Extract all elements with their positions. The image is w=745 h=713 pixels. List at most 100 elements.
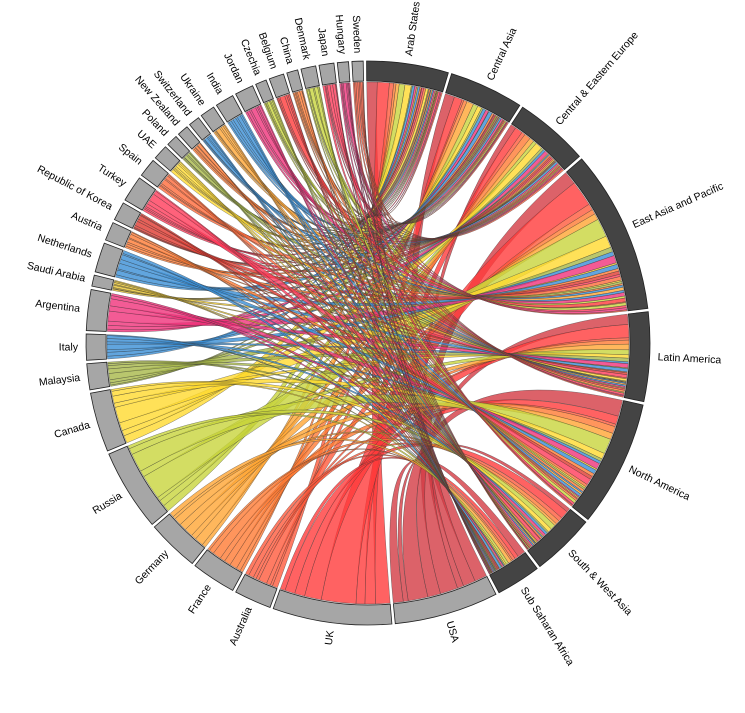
ribbon-jordan-to-south-west-asia: [257, 104, 533, 547]
label-central-asia: Central Asia: [485, 26, 520, 83]
arc-uae: [154, 146, 181, 172]
ribbon-italy-to-sub-saharan-africa: [106, 334, 505, 567]
label-denmark: Denmark: [292, 17, 313, 62]
ribbon-spain-to-sub-saharan-africa: [168, 173, 498, 571]
label-central-eastern-europe: Central & Eastern Europe: [553, 29, 641, 127]
ribbon-switzerland-to-east-asia-and-pacific: [204, 137, 624, 300]
arc-ukraine: [200, 106, 226, 133]
arc-denmark: [300, 65, 320, 90]
ribbon-czechia-to-sub-saharan-africa: [272, 99, 493, 574]
ribbon-czechia-to-south-west-asia: [271, 99, 532, 548]
ribbon-switzerland-to-north-america: [207, 135, 583, 494]
arc-switzerland: [189, 117, 212, 141]
arc-czechia: [255, 79, 274, 104]
ribbon-sweden-to-south-west-asia: [361, 81, 529, 551]
ribbon-uk-to-sub-saharan-africa: [279, 457, 519, 591]
arc-germany: [153, 513, 206, 565]
arc-south-west-asia: [527, 508, 587, 568]
ribbon-russia-to-sub-saharan-africa: [127, 412, 509, 565]
label-canada: Canada: [53, 419, 92, 441]
ribbon-ukraine-to-north-america: [220, 125, 583, 495]
arc-austria: [104, 222, 132, 248]
ribbon-sweden-to-arab-states: [352, 82, 443, 216]
arc-north-america: [571, 400, 644, 521]
label-spain: Spain: [116, 141, 145, 167]
arc-belgium: [268, 73, 291, 99]
arc-turkey: [124, 177, 157, 211]
arc-malaysia: [86, 361, 111, 391]
ribbon-sweden-to-central-eastern-europe: [355, 81, 565, 240]
label-north-america: North America: [627, 463, 692, 503]
ribbon-malaysia-to-sub-saharan-africa: [107, 360, 506, 567]
label-china: China: [277, 36, 296, 66]
ribbon-republic-of-korea-to-north-america: [137, 215, 593, 480]
ribbon-australia-to-sub-saharan-africa: [245, 454, 516, 576]
label-sub-saharan-africa: Sub Saharan Africa: [518, 585, 577, 668]
ribbon-poland-to-south-west-asia: [188, 152, 537, 544]
ribbon-sweden-to-north-america: [360, 81, 573, 507]
ribbon-new-zealand-to-south-west-asia: [199, 142, 536, 544]
ribbon-canada-to-sub-saharan-africa: [110, 381, 507, 566]
ribbon-belgium-to-north-america: [286, 94, 579, 500]
label-turkey: Turkey: [95, 162, 129, 190]
arc-arab-states: [366, 60, 449, 93]
ribbon-turkey-to-sub-saharan-africa: [155, 189, 499, 571]
arc-australia: [235, 573, 278, 608]
label-south-west-asia: South & West Asia: [565, 547, 634, 618]
arc-latin-america: [623, 311, 651, 403]
label-austria: Austria: [69, 210, 104, 234]
ribbon-poland-to-sub-saharan-africa: [189, 151, 497, 572]
arcs: [85, 60, 651, 626]
arc-italy: [85, 333, 107, 361]
ribbon-japan-to-sub-saharan-africa: [335, 83, 491, 574]
arc-sub-saharan-africa: [489, 552, 538, 594]
arc-russia: [108, 445, 168, 525]
ribbon-argentina-to-sub-saharan-africa: [111, 293, 504, 568]
label-arab-states: Arab States: [403, 1, 423, 57]
arc-france: [194, 549, 243, 591]
ribbon-ukraine-to-sub-saharan-africa: [223, 124, 495, 572]
arc-canada: [90, 389, 127, 452]
ribbon-hungary-to-north-america: [347, 82, 574, 506]
ribbon-saudi-arabia-to-sub-saharan-africa: [114, 279, 503, 568]
ribbon-uae-to-latin-america: [175, 163, 627, 382]
ribbon-switzerland-to-sub-saharan-africa: [209, 134, 496, 572]
ribbon-china-to-north-america: [299, 90, 578, 502]
label-italy: Italy: [59, 341, 79, 353]
label-jordan: Jordan: [221, 51, 246, 85]
arc-jordan: [235, 85, 262, 113]
arc-poland: [167, 135, 191, 160]
ribbon-india-to-sub-saharan-africa: [241, 113, 495, 573]
label-malaysia: Malaysia: [38, 372, 81, 389]
ribbon-denmark-to-north-america: [313, 86, 577, 504]
ribbon-sweden-to-central-asia: [354, 82, 509, 224]
ribbon-uae-to-sub-saharan-africa: [179, 161, 497, 571]
label-latin-america: Latin America: [657, 351, 721, 366]
arc-republic-of-korea: [113, 202, 142, 229]
ribbon-saudi-arabia-to-north-america: [113, 282, 597, 471]
ribbon-austria-to-sub-saharan-africa: [131, 231, 500, 570]
label-japan: Japan: [315, 27, 331, 57]
ribbon-hungary-to-sub-saharan-africa: [348, 82, 491, 575]
arc-central-eastern-europe: [511, 106, 580, 171]
arc-central-asia: [445, 73, 521, 123]
arc-usa: [392, 575, 497, 625]
arc-japan: [318, 62, 337, 86]
label-argentina: Argentina: [35, 298, 81, 315]
ribbon-uae-to-north-america: [177, 162, 587, 489]
label-hungary: Hungary: [333, 14, 349, 55]
ribbon-japan-to-south-west-asia: [334, 83, 529, 550]
label-india: India: [204, 71, 226, 97]
label-france: France: [186, 582, 214, 616]
label-netherlands: Netherlands: [36, 232, 94, 261]
label-saudi-arabia: Saudi Arabia: [26, 260, 87, 285]
ribbon-uae-to-south-west-asia: [178, 161, 538, 544]
ribbon-belgium-to-south-west-asia: [287, 93, 531, 549]
label-uk: UK: [323, 630, 337, 646]
ribbon-netherlands-to-sub-saharan-africa: [122, 250, 502, 569]
ribbon-japan-to-north-america: [332, 83, 575, 506]
ribbon-czechia-to-north-america: [270, 99, 579, 499]
label-australia: Australia: [227, 605, 255, 647]
arc-saudi-arabia: [91, 274, 115, 291]
